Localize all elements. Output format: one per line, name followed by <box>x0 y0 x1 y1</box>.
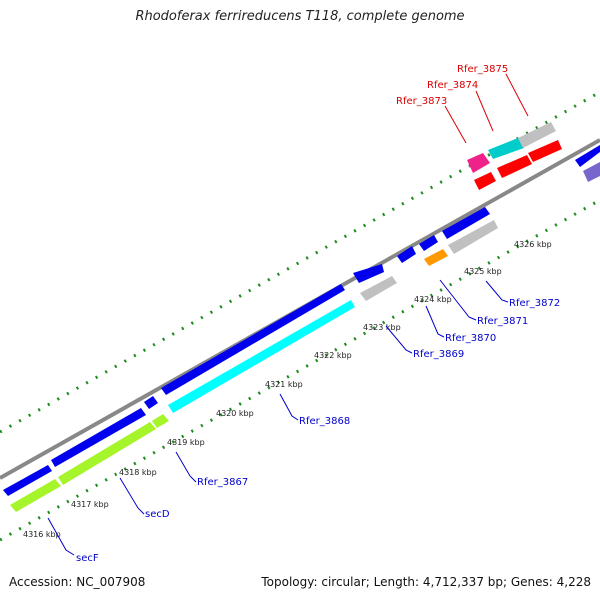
pseudo-feature[interactable] <box>448 220 498 254</box>
gene-label-rfer3869[interactable]: Rfer_3869 <box>413 349 464 360</box>
gene-label-rfer3871[interactable]: Rfer_3871 <box>477 316 528 327</box>
rfer3874-feature[interactable] <box>488 138 524 159</box>
rna-feature[interactable] <box>497 155 532 178</box>
cds-feature[interactable] <box>3 465 52 496</box>
accession-label: Accession: NC_007908 <box>9 575 146 589</box>
kbp-label: 4317 kbp <box>71 500 109 509</box>
rna-leader-lines <box>444 73 529 144</box>
gene-label-rfer3870[interactable]: Rfer_3870 <box>445 333 496 344</box>
gene-label-rfer3868[interactable]: Rfer_3868 <box>299 416 350 427</box>
gene-label-rfer3872[interactable]: Rfer_3872 <box>509 298 560 309</box>
cds-feature[interactable] <box>353 264 384 283</box>
secf-feature[interactable] <box>10 479 61 512</box>
rna-feature[interactable] <box>474 172 496 190</box>
rfer3870-feature[interactable] <box>424 249 448 266</box>
gene-label-rfer3873[interactable]: Rfer_3873 <box>396 96 447 107</box>
kbp-label: 4326 kbp <box>514 240 552 249</box>
kbp-label: 4320 kbp <box>216 409 254 418</box>
gene-label-secd[interactable]: secD <box>145 509 170 520</box>
cds-feature[interactable] <box>51 408 146 467</box>
rfer3875-feature[interactable] <box>518 122 556 148</box>
pseudo-feature[interactable] <box>360 276 397 301</box>
gene-label-rfer3875[interactable]: Rfer_3875 <box>457 64 508 75</box>
gene-label-rfer3867[interactable]: Rfer_3867 <box>197 477 248 488</box>
cds-feature[interactable] <box>419 235 438 251</box>
cds-feature[interactable] <box>144 396 158 409</box>
cds-feature[interactable] <box>575 145 600 167</box>
secd-feature[interactable] <box>58 422 156 485</box>
kbp-label: 4325 kbp <box>464 267 502 276</box>
gene-label-rfer3874[interactable]: Rfer_3874 <box>427 80 478 91</box>
rfer3873-feature[interactable] <box>467 153 490 173</box>
cds-feature[interactable] <box>583 162 600 182</box>
kbp-label: 4321 kbp <box>265 380 303 389</box>
kbp-label: 4324 kbp <box>414 295 452 304</box>
genome-stats-label: Topology: circular; Length: 4,712,337 bp… <box>261 575 591 589</box>
cds-feature[interactable] <box>152 414 169 428</box>
cds-feature[interactable] <box>397 246 416 263</box>
kbp-label: 4316 kbp <box>23 530 61 539</box>
cds-feature[interactable] <box>161 284 345 395</box>
rfer3868-feature[interactable] <box>168 300 355 413</box>
cds-feature[interactable] <box>442 207 490 239</box>
kbp-label: 4323 kbp <box>363 323 401 332</box>
kbp-label: 4322 kbp <box>314 351 352 360</box>
rna-feature[interactable] <box>528 140 562 162</box>
gene-label-secf[interactable]: secF <box>76 553 99 564</box>
kbp-label: 4318 kbp <box>119 468 157 477</box>
gene-leader-lines <box>47 279 509 556</box>
kbp-label: 4319 kbp <box>167 438 205 447</box>
genome-title: Rhodoferax ferrireducens T118, complete … <box>135 9 465 24</box>
inner-tick-track <box>0 198 600 542</box>
